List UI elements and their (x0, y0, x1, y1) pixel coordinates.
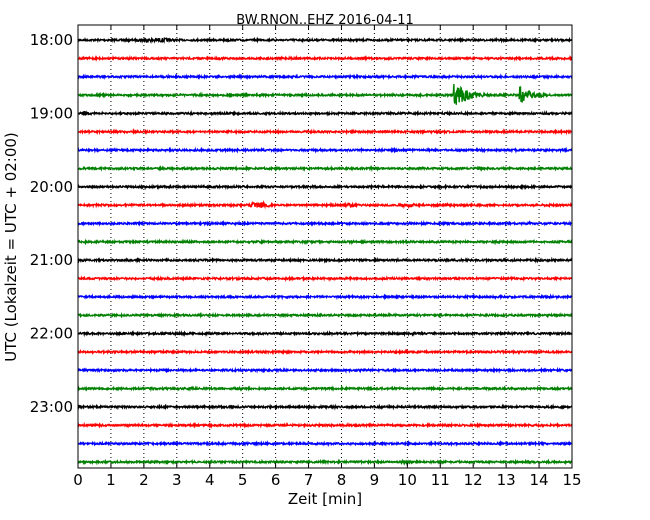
traces (77, 36, 573, 466)
trace-1900 (77, 109, 573, 117)
trace-2045 (77, 238, 573, 246)
x-tick-label: 7 (304, 471, 314, 489)
x-tick-label: 4 (205, 471, 215, 489)
x-tick-label: 8 (337, 471, 347, 489)
x-tick-label: 12 (464, 471, 483, 489)
x-tick-label: 13 (497, 471, 516, 489)
trace-2300 (77, 403, 573, 411)
trace-2215 (77, 348, 573, 356)
chart-title: BW.RNON..EHZ 2016-04-11 (236, 13, 414, 28)
x-tick-label: 6 (271, 471, 281, 489)
y-tick-label: 22:00 (30, 325, 73, 343)
trace-1845 (77, 84, 573, 105)
trace-2245 (77, 384, 573, 393)
trace-2200 (77, 329, 573, 338)
x-tick-label: 9 (370, 471, 380, 489)
trace-2345 (77, 458, 573, 466)
x-tick-label: 1 (106, 471, 116, 489)
trace-2315 (77, 421, 573, 429)
trace-2330 (77, 439, 573, 448)
y-axis-label: UTC (Lokalzeit = UTC + 02:00) (2, 132, 20, 362)
x-tick-label: 3 (172, 471, 182, 489)
x-tick-label: 0 (73, 471, 83, 489)
trace-2130 (77, 293, 573, 301)
trace-1930 (77, 146, 573, 154)
y-tick-label: 18:00 (30, 31, 73, 49)
x-axis-label: Zeit [min] (288, 490, 362, 508)
trace-2015 (77, 199, 573, 210)
y-tick-label: 19:00 (30, 104, 73, 122)
y-tick-label: 20:00 (30, 178, 73, 196)
x-tick-label: 2 (139, 471, 149, 489)
x-tick-label: 14 (530, 471, 549, 489)
trace-2115 (77, 275, 573, 283)
x-tick-label: 11 (431, 471, 450, 489)
trace-2000 (77, 183, 573, 191)
y-axis: 18:00 19:00 20:00 21:00 22:00 23:00 (30, 31, 572, 416)
trace-2230 (77, 366, 573, 374)
x-axis: 0 1 2 3 4 5 6 7 8 9 10 11 12 13 14 15 (73, 25, 582, 489)
y-tick-label: 23:00 (30, 398, 73, 416)
x-tick-label: 10 (398, 471, 417, 489)
trace-1830 (77, 73, 573, 81)
trace-1815 (77, 54, 573, 62)
plot-frame (77, 24, 573, 469)
trace-2030 (77, 219, 573, 227)
trace-1945 (77, 164, 573, 173)
y-tick-label: 21:00 (30, 251, 73, 269)
trace-2100 (77, 256, 573, 264)
trace-2145 (77, 311, 573, 319)
x-tick-label: 15 (562, 471, 581, 489)
trace-1800 (77, 36, 573, 44)
trace-1915 (77, 128, 573, 136)
grid (78, 25, 572, 468)
x-tick-label: 5 (238, 471, 248, 489)
